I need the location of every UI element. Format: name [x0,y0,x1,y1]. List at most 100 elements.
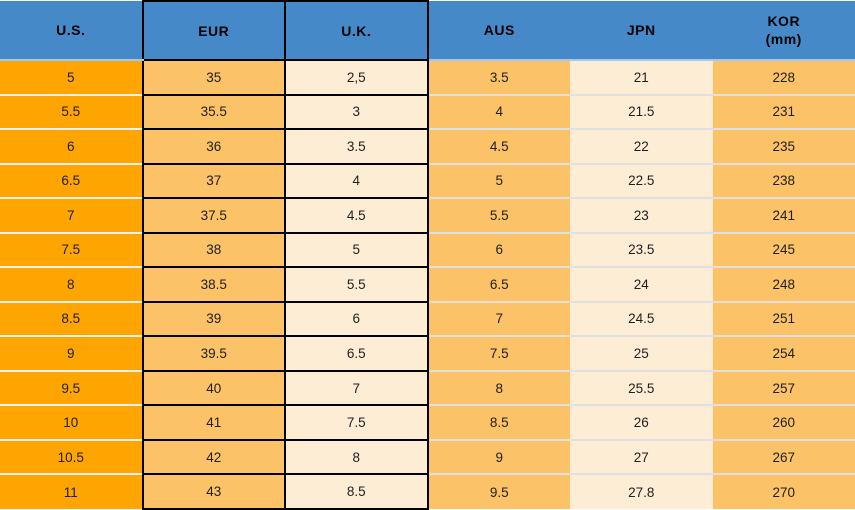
cell-r3-c2: 3.5 [284,128,429,165]
cell-r3-c4: 22 [570,128,713,164]
cell-r11-c0: 10 [0,404,143,440]
cell-r12-c2: 8 [284,438,429,476]
cell-r13-c0: 11 [0,473,143,509]
table-row: 10 41 7.5 8.5 26 260 [0,404,855,441]
cell-r12-c3: 9 [427,438,570,475]
cell-r7-c1: 38.5 [141,266,286,303]
header-cell-uk: U.K. [284,0,429,61]
cell-r6-c1: 38 [141,231,286,269]
cell-r4-c5: 238 [712,162,855,199]
table-row: 8.5 39 6 7 24.5 251 [0,300,855,338]
cell-r11-c1: 41 [141,404,286,441]
cell-r7-c0: 8 [0,266,143,302]
cell-r1-c2: 2,5 [284,59,429,96]
cell-r9-c0: 9 [0,335,143,371]
cell-r8-c1: 39 [141,300,286,338]
cell-r3-c0: 6 [0,128,143,164]
cell-r2-c5: 231 [712,93,855,130]
cell-r2-c4: 21.5 [570,93,713,130]
cell-r5-c0: 7 [0,197,143,233]
cell-r4-c0: 6.5 [0,162,143,199]
header-cell-kor: KOR (mm) [712,1,855,61]
cell-r5-c2: 4.5 [284,197,429,234]
table-row: 7 37.5 4.5 5.5 23 241 [0,197,855,234]
cell-r1-c5: 228 [712,59,855,95]
cell-r13-c4: 27.8 [570,473,713,509]
cell-r10-c0: 9.5 [0,369,143,406]
table-row: 11 43 8.5 9.5 27.8 270 [0,473,855,510]
cell-r13-c2: 8.5 [284,473,429,510]
cell-r4-c4: 22.5 [570,162,713,199]
cell-r5-c3: 5.5 [427,197,570,233]
cell-r11-c2: 7.5 [284,404,429,441]
cell-r3-c5: 235 [712,128,855,164]
table-row: 6 36 3.5 4.5 22 235 [0,128,855,165]
cell-r2-c2: 3 [284,93,429,131]
cell-r8-c0: 8.5 [0,300,143,337]
cell-r3-c3: 4.5 [427,128,570,164]
cell-r1-c0: 5 [0,59,143,95]
cell-r7-c2: 5.5 [284,266,429,303]
cell-r6-c5: 245 [712,231,855,268]
cell-r6-c2: 5 [284,231,429,269]
cell-r6-c0: 7.5 [0,231,143,268]
cell-r9-c1: 39.5 [141,335,286,372]
header-cell-jpn: JPN [570,1,713,61]
table-row: 10.5 42 8 9 27 267 [0,438,855,476]
cell-r8-c3: 7 [427,300,570,337]
cell-r4-c3: 5 [427,162,570,199]
table-row: 9.5 40 7 8 25.5 257 [0,369,855,407]
cell-r5-c5: 241 [712,197,855,233]
cell-r7-c4: 24 [570,266,713,302]
cell-r10-c3: 8 [427,369,570,406]
table-body: 5 35 2,5 3.5 21 228 5.5 35.5 3 4 21.5 231 6 36 3.5 4.5 2… [0,59,855,510]
cell-r8-c2: 6 [284,300,429,338]
table-header: U.S. EUR U.K. AUS JPN KOR (mm) [0,0,855,61]
table-row: 9 39.5 6.5 7.5 25 254 [0,335,855,372]
cell-r9-c4: 25 [570,335,713,371]
header-kor-sublabel: (mm) [765,31,802,47]
cell-r8-c5: 251 [712,300,855,337]
table-row: 5 35 2,5 3.5 21 228 [0,59,855,96]
cell-r10-c4: 25.5 [570,369,713,406]
cell-r12-c1: 42 [141,438,286,476]
cell-r2-c3: 4 [427,93,570,130]
header-cell-us: U.S. [0,1,143,61]
table-row: 6.5 37 4 5 22.5 238 [0,162,855,200]
cell-r9-c5: 254 [712,335,855,371]
cell-r6-c3: 6 [427,231,570,268]
cell-r7-c5: 248 [712,266,855,302]
table-row: 7.5 38 5 6 23.5 245 [0,231,855,269]
cell-r12-c5: 267 [712,438,855,475]
header-cell-eur: EUR [141,0,286,61]
cell-r9-c3: 7.5 [427,335,570,371]
cell-r13-c5: 270 [712,473,855,509]
cell-r3-c1: 36 [141,128,286,165]
cell-r12-c0: 10.5 [0,438,143,475]
header-cell-aus: AUS [427,1,570,61]
cell-r1-c4: 21 [570,59,713,95]
cell-r4-c2: 4 [284,162,429,200]
cell-r11-c3: 8.5 [427,404,570,440]
table-row: 5.5 35.5 3 4 21.5 231 [0,93,855,131]
cell-r6-c4: 23.5 [570,231,713,268]
header-row: U.S. EUR U.K. AUS JPN KOR (mm) [0,0,855,61]
cell-r11-c5: 260 [712,404,855,440]
cell-r5-c4: 23 [570,197,713,233]
cell-r7-c3: 6.5 [427,266,570,302]
cell-r13-c1: 43 [141,473,286,510]
table-row: 8 38.5 5.5 6.5 24 248 [0,266,855,303]
header-kor-label: KOR [767,12,801,29]
cell-r11-c4: 26 [570,404,713,440]
cell-r2-c1: 35.5 [141,93,286,131]
cell-r12-c4: 27 [570,438,713,475]
cell-r10-c5: 257 [712,369,855,406]
cell-r4-c1: 37 [141,162,286,200]
cell-r10-c1: 40 [141,369,286,407]
cell-r5-c1: 37.5 [141,197,286,234]
cell-r9-c2: 6.5 [284,335,429,372]
cell-r13-c3: 9.5 [427,473,570,509]
cell-r1-c1: 35 [141,59,286,96]
